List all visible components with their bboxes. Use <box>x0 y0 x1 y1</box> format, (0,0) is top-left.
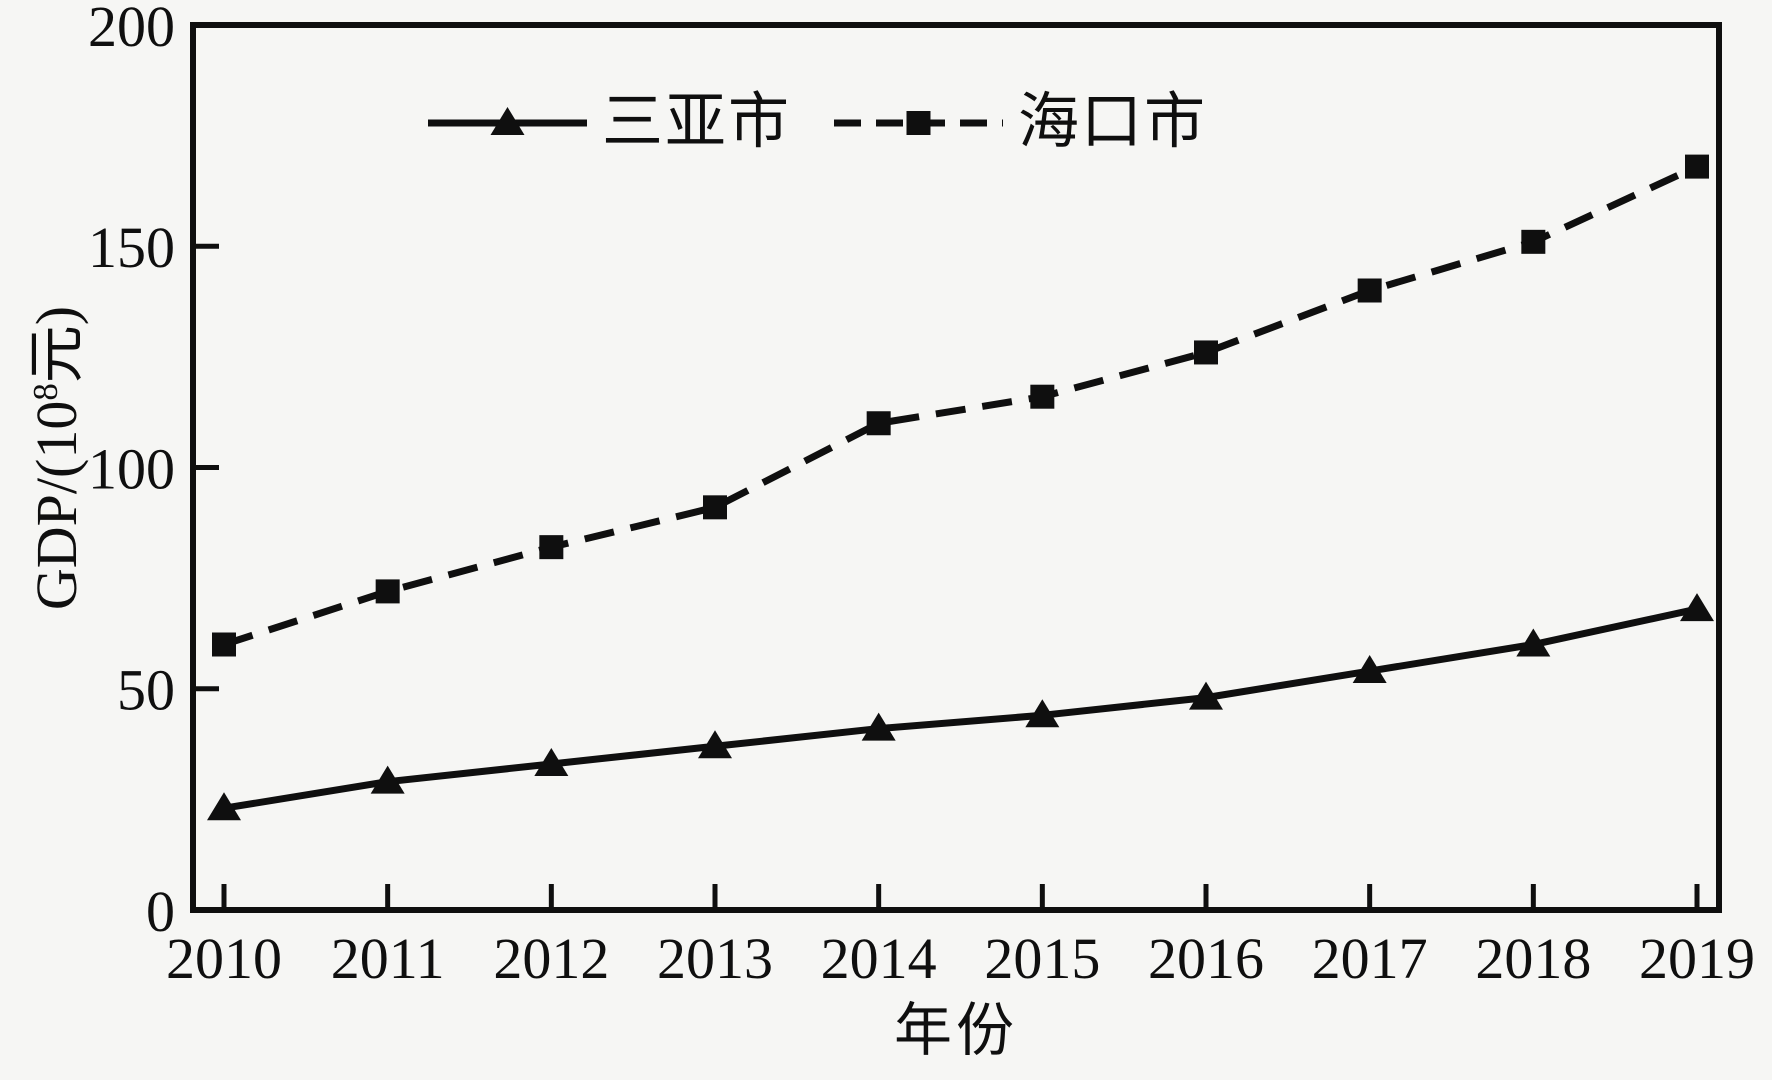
legend-sample-haikou-line <box>834 110 1004 135</box>
plot-frame <box>190 22 1722 913</box>
marker-triangle-sanya <box>1189 681 1223 710</box>
marker-square-haikou <box>1685 154 1709 179</box>
legend-sample-sanya-line <box>428 106 587 135</box>
marker-triangle-sanya <box>861 712 896 741</box>
x-tick-label: 2013 <box>657 926 773 991</box>
x-tick-label: 2015 <box>984 926 1100 991</box>
x-axis-title: 年份 <box>893 998 1019 1063</box>
legend-item-sanya: 三亚市 <box>425 92 791 153</box>
marker-triangle-sanya <box>534 747 569 776</box>
x-tick-label: 2016 <box>1148 926 1264 991</box>
marker-triangle-sanya <box>1025 699 1060 728</box>
marker-triangle-sanya <box>1680 593 1714 622</box>
y-axis-title-superscript: 8 <box>25 383 65 401</box>
marker-square-haikou <box>1357 278 1382 303</box>
marker-square-haikou <box>1030 384 1055 409</box>
x-tick-label: 2018 <box>1475 926 1591 991</box>
marker-square-haikou <box>375 579 400 604</box>
legend-label-sanya: 三亚市 <box>602 89 792 156</box>
marker-square-haikou <box>212 632 236 657</box>
marker-square-haikou <box>866 411 891 436</box>
series-line-sanya <box>223 605 1698 812</box>
y-tick-label: 200 <box>88 0 175 59</box>
x-tick-label: 2010 <box>166 926 282 991</box>
marker-square-haikou-legend <box>906 110 931 135</box>
x-tick-label: 2019 <box>1639 926 1755 991</box>
legend-item-haikou: 海口市 <box>831 92 1207 153</box>
y-axis-title-text: GDP/(10 <box>24 400 89 611</box>
marker-triangle-sanya <box>370 765 405 794</box>
y-tick-label: 100 <box>88 436 175 501</box>
y-axis-title: GDP/(108元) <box>24 306 89 610</box>
marker-square-haikou <box>539 535 564 560</box>
marker-triangle-sanya <box>1516 628 1551 657</box>
series-line-haikou <box>222 163 1699 648</box>
legend: 三亚市 海口市 <box>425 92 1207 153</box>
marker-triangle-sanya-legend <box>490 106 525 135</box>
marker-triangle-sanya <box>207 792 241 821</box>
marker-triangle-sanya <box>1352 655 1387 684</box>
y-tick-label: 150 <box>88 215 175 280</box>
marker-square-haikou <box>1521 229 1546 254</box>
x-tick-label: 2017 <box>1312 926 1428 991</box>
marker-square-haikou <box>1194 340 1218 365</box>
y-tick-label: 50 <box>117 658 175 723</box>
x-tick-label: 2014 <box>821 926 937 991</box>
y-axis-title-unit: 元) <box>24 305 89 384</box>
legend-label-haikou: 海口市 <box>1018 89 1208 156</box>
x-tick-label: 2011 <box>331 926 445 991</box>
y-tick-label: 0 <box>146 879 175 944</box>
marker-square-haikou <box>703 495 727 520</box>
marker-triangle-sanya <box>698 730 732 759</box>
x-tick-label: 2012 <box>493 926 609 991</box>
